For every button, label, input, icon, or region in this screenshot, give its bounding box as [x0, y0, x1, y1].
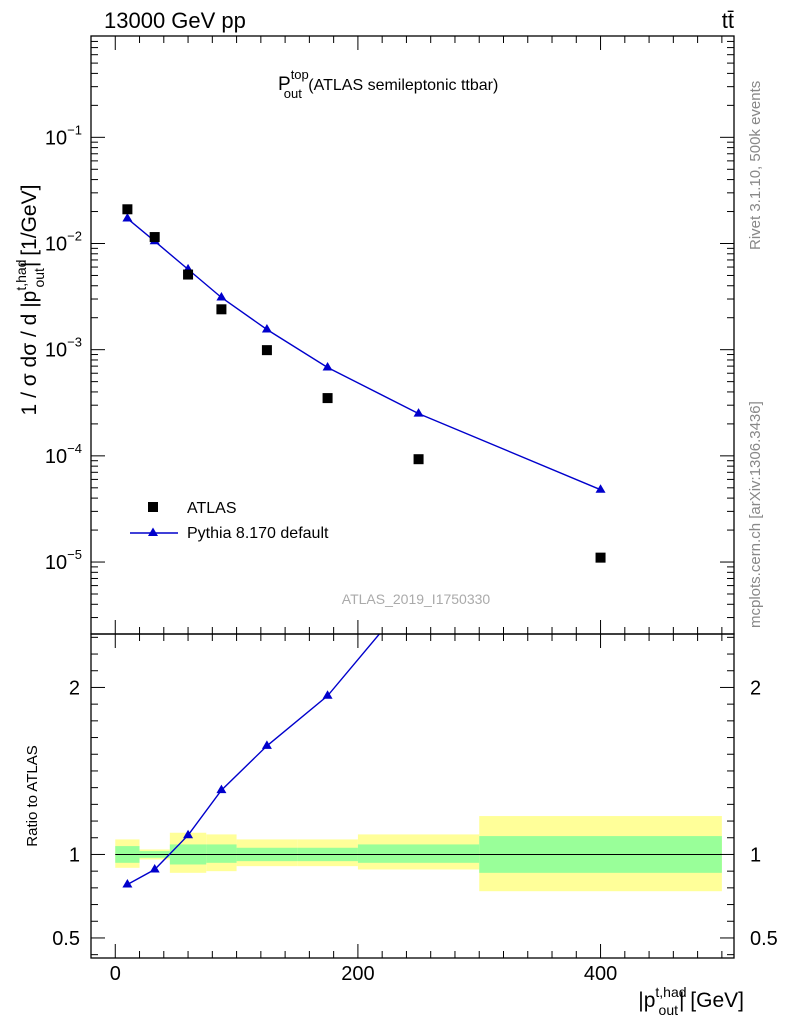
ratio-y-tick-label-right: 1 [750, 844, 761, 866]
atlas-point [322, 393, 333, 404]
ratio-panel: 0.5 0.5 1 1 2 2 0 200 400 Ratio to ATLAS |pt,had… [24, 633, 778, 1018]
pythia-point [595, 484, 606, 493]
ratio-pythia-point [122, 879, 133, 888]
x-axis-label: |pt,had out| [GeV] [638, 984, 744, 1018]
ratio-pythia-point [149, 863, 160, 873]
ratio-pythia-point [322, 690, 333, 699]
atlas-point [261, 345, 272, 356]
main-y-tick-label: 10−2 [45, 228, 82, 255]
main-y-tick-label: 10−3 [45, 335, 82, 362]
ratio-y-axis-label: Ratio to ATLAS [24, 745, 41, 846]
atlas-point [183, 269, 194, 280]
x-tick-label: 0 [110, 963, 121, 985]
header-right: tt̄ [722, 8, 734, 33]
ratio-y-tick-label-left: 2 [69, 677, 80, 699]
legend-atlas-label: ATLAS [187, 500, 237, 517]
legend-atlas-marker [148, 502, 158, 512]
atlas-point [216, 304, 227, 315]
pythia-point [261, 323, 272, 333]
ratio-band-inner [206, 844, 237, 863]
analysis-id: ATLAS_2019_I1750330 [342, 591, 491, 607]
pythia-line [126, 217, 601, 491]
atlas-point [413, 454, 424, 465]
mcplots-reference-text: mcplots.cern.ch [arXiv:1306.3436] [747, 401, 764, 628]
x-tick-label: 200 [341, 963, 374, 985]
pythia-point [122, 212, 133, 222]
x-tick-label: 400 [584, 963, 617, 985]
main-y-tick-label: 10−1 [45, 122, 82, 149]
atlas-point [122, 204, 133, 215]
pythia-point [216, 292, 227, 301]
legend-pythia-label: Pythia 8.170 default [187, 525, 329, 542]
rivet-version-text: Rivet 3.1.10, 500k events [747, 81, 764, 250]
legend-pythia-marker [148, 527, 158, 536]
ratio-pythia-point [261, 740, 272, 749]
pythia-point [322, 361, 333, 371]
main-frame [90, 35, 735, 635]
ratio-y-tick-label-left: 0.5 [52, 928, 80, 950]
ratio-y-tick-label-right: 0.5 [750, 928, 778, 950]
main-y-tick-label: 10−5 [45, 547, 82, 574]
atlas-point [149, 232, 160, 243]
legend: ATLAS Pythia 8.170 default [130, 500, 329, 542]
main-y-tick-label: 10−4 [45, 441, 82, 468]
main-y-axis-label: 1 / σ dσ / d |pt,had out| [1/GeV] [13, 185, 47, 416]
ratio-frame [90, 633, 735, 959]
atlas-point [595, 552, 606, 563]
ratio-pythia-point [183, 829, 194, 839]
pythia-point [413, 408, 424, 417]
ratio-pythia-point [216, 784, 227, 794]
ratio-band-inner [357, 844, 480, 863]
chart-title: Ptop out (ATLAS semileptonic ttbar) [278, 67, 498, 101]
ratio-y-tick-label-left: 1 [69, 844, 80, 866]
ratio-y-tick-label-right: 2 [750, 677, 761, 699]
main-panel: 10−1 10−2 10−3 10−4 10−5 Ptop out (ATLAS semi… [13, 35, 735, 635]
header-left: 13000 GeV pp [104, 8, 246, 33]
